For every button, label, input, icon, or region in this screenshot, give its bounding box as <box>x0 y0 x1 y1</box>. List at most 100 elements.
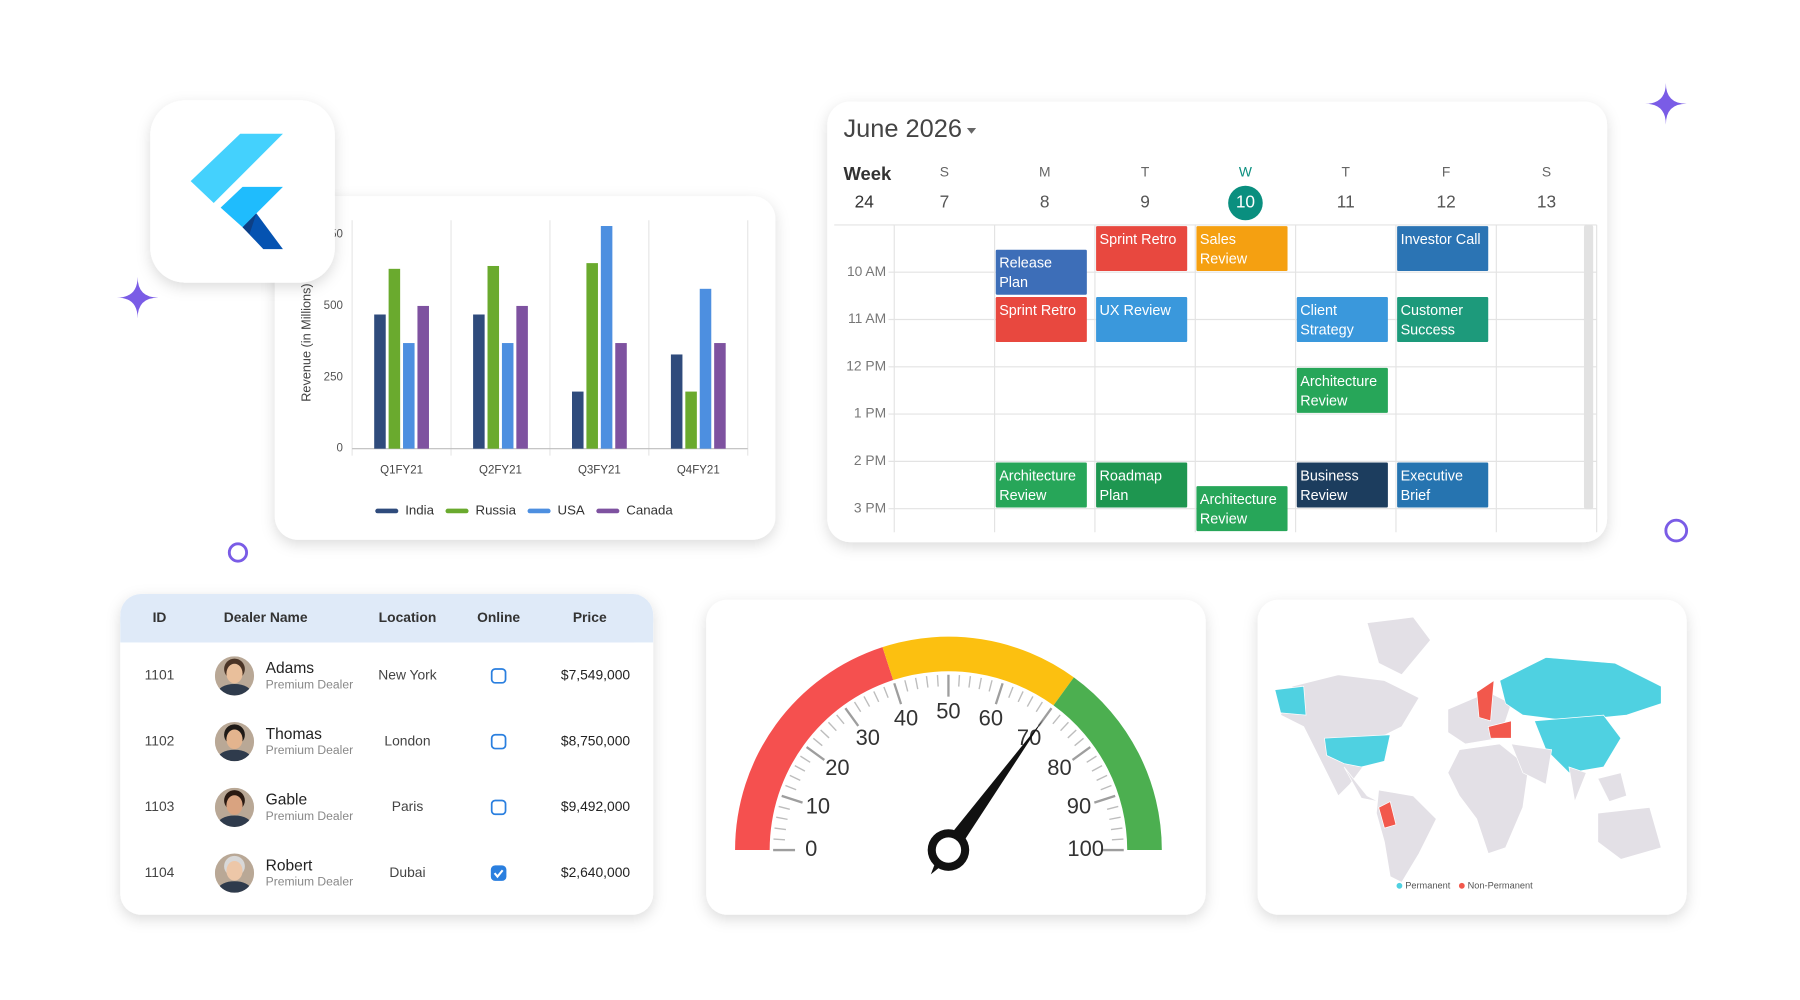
gauge-major-tick <box>1093 794 1116 804</box>
event-title-line: Review <box>1300 488 1348 504</box>
event-title-line: Review <box>1200 511 1248 527</box>
sparkle <box>116 276 159 319</box>
bar <box>487 265 500 449</box>
legend-label: USA <box>558 502 585 517</box>
gauge-minor-tick <box>1026 696 1034 707</box>
event-title-line: Strategy <box>1300 322 1354 338</box>
checkbox <box>490 668 507 684</box>
event-title: Roadmap Plan <box>1100 468 1162 504</box>
bar <box>714 343 726 449</box>
gauge-minor-tick <box>1111 838 1124 841</box>
checkbox <box>490 733 507 750</box>
gauge-tick-label: 30 <box>856 725 880 750</box>
avatar-body <box>214 815 255 827</box>
dealer-name: Gable <box>266 792 308 809</box>
time-label: 11 AM <box>848 310 886 326</box>
gauge-minor-tick <box>925 676 929 688</box>
event <box>1096 462 1188 508</box>
bar <box>388 268 401 449</box>
day-date: 7 <box>940 192 950 212</box>
gauge-tick-label: 20 <box>825 755 849 780</box>
gauge-minor-tick <box>1086 755 1097 763</box>
avatar-body <box>214 881 255 893</box>
event-title-line: Review <box>1300 393 1348 409</box>
map-legend-label: Non-Permanent <box>1468 880 1534 890</box>
gauge-tick-label: 40 <box>894 705 918 730</box>
avatar-face <box>226 663 243 684</box>
today-marker <box>1228 185 1263 221</box>
gauge-minor-tick <box>914 677 919 690</box>
event-title-line: Architecture <box>999 468 1076 484</box>
gauge-minor-tick <box>978 677 982 690</box>
gauge-minor-tick <box>958 675 961 687</box>
dealer-role: Premium Dealer <box>266 743 353 757</box>
legend-label: Russia <box>475 502 516 517</box>
map-legend-dot <box>1396 882 1403 889</box>
gauge-minor-tick <box>1017 691 1024 703</box>
avatar-body <box>214 683 255 696</box>
event-title-line: Review <box>1200 251 1248 267</box>
bar <box>501 343 514 449</box>
map-legend-dot <box>1458 882 1465 889</box>
dealer-role: Premium Dealer <box>266 809 353 823</box>
gauge-tick-label: 10 <box>806 793 830 818</box>
checkmark <box>493 869 504 879</box>
gauge-tick-label: 60 <box>979 705 1003 730</box>
event-title-line: Plan <box>999 275 1028 291</box>
event-title: Investor Call <box>1401 232 1481 248</box>
bar <box>600 226 613 449</box>
event <box>1397 462 1489 508</box>
dealer-role: Premium Dealer <box>266 875 353 889</box>
x-tick-label: Q2FY21 <box>479 465 522 477</box>
gauge-minor-tick <box>827 721 837 732</box>
gauge-minor-tick <box>883 686 889 699</box>
gauge-major-tick <box>893 682 903 705</box>
time-label: 10 AM <box>847 263 886 279</box>
bar <box>403 343 415 449</box>
calendar-title[interactable]: June 2026 <box>843 115 961 143</box>
gauge-tick-label: 90 <box>1067 793 1091 818</box>
gauge-band <box>735 647 894 851</box>
event-title-line: Roadmap <box>1100 468 1162 484</box>
day-letter: F <box>1442 164 1450 180</box>
bar <box>670 354 683 449</box>
event-title-line: Architecture <box>1300 374 1377 390</box>
day-letter: S <box>940 164 949 180</box>
time-label: 2 PM <box>854 452 886 468</box>
map-region <box>1447 743 1529 854</box>
map-region <box>1597 807 1662 860</box>
bar <box>586 263 598 449</box>
event <box>1096 297 1188 342</box>
avatar <box>214 722 255 762</box>
dropdown-arrow[interactable] <box>966 128 977 134</box>
bar <box>685 391 697 449</box>
event <box>1096 226 1188 272</box>
map-region <box>1476 679 1495 722</box>
column-header: ID <box>153 609 167 625</box>
map-region <box>1499 657 1662 722</box>
event <box>995 249 1087 295</box>
y-tick-label: 250 <box>324 371 343 383</box>
day-letter: T <box>1141 164 1150 180</box>
map-region <box>1274 685 1307 716</box>
dealer-name: Robert <box>266 857 313 874</box>
event-title-line: Investor Call <box>1401 232 1481 248</box>
gauge-minor-tick <box>794 764 806 772</box>
legend-label: Canada <box>626 502 673 517</box>
gauge-minor-tick <box>1074 737 1084 747</box>
event-title: Sprint Retro <box>1100 232 1177 248</box>
map-region <box>1597 772 1628 803</box>
event-title: Sales Review <box>1200 232 1248 268</box>
event-title: Architecture Review <box>1200 492 1277 528</box>
event <box>1296 367 1388 413</box>
gauge-minor-tick <box>1067 729 1077 739</box>
cell-price: $9,492,000 <box>561 798 631 814</box>
legend: India Russia USA Canada <box>375 502 673 517</box>
gauge-tick-label: 80 <box>1047 755 1071 780</box>
gauge-minor-tick <box>789 774 801 781</box>
gauge-major-tick <box>844 707 860 727</box>
event-title-line: Architecture <box>1200 492 1277 508</box>
event-title: Client Strategy <box>1300 303 1354 339</box>
